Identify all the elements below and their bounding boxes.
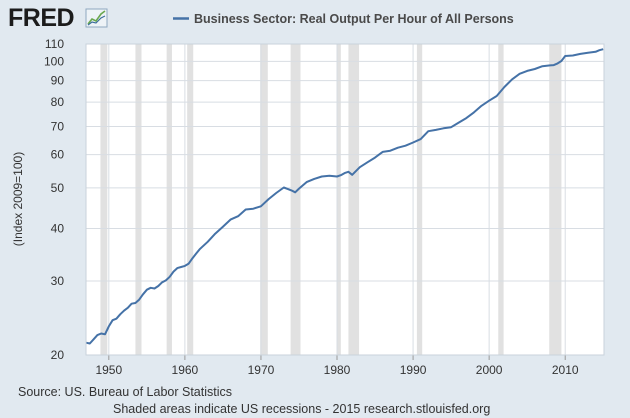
grid-lines (86, 43, 604, 356)
recession-note: Shaded areas indicate US recessions - 20… (113, 402, 490, 416)
plot-area (86, 44, 604, 355)
plot-border (85, 43, 605, 356)
x-tick-label: 1960 (172, 363, 199, 377)
y-tick-label: 50 (51, 181, 65, 195)
y-tick-label: 110 (45, 37, 64, 51)
recession-band (290, 44, 301, 355)
recession-band (348, 44, 360, 355)
chart-legend: Business Sector: Real Output Per Hour of… (173, 12, 514, 26)
y-axis-label: (Index 2009=100) (11, 152, 25, 246)
x-tick-label: 2000 (476, 363, 503, 377)
recession-band (416, 44, 423, 355)
y-tick-label: 60 (51, 148, 65, 162)
x-tick-label: 2010 (552, 363, 579, 377)
sparkline-chart-icon (85, 8, 108, 28)
recession-band (337, 44, 341, 355)
recession-band (260, 44, 268, 355)
x-tick-label: 1970 (248, 363, 275, 377)
recession-band (135, 44, 142, 355)
y-tick-label: 80 (51, 95, 65, 109)
y-axis: 20 30 40 50 60 70 80 90 100 110 (44, 37, 64, 362)
fred-logo[interactable]: FRED (8, 4, 75, 32)
y-tick-label: 30 (51, 274, 65, 288)
source-note: Source: US. Bureau of Labor Statistics (18, 385, 232, 399)
recession-shading (100, 44, 562, 355)
y-tick-label: 20 (51, 348, 65, 362)
series-layer (85, 48, 604, 345)
recession-band (187, 44, 194, 355)
legend-label: Business Sector: Real Output Per Hour of… (194, 12, 514, 26)
series-line (85, 48, 604, 345)
x-tick-label: 1980 (324, 363, 351, 377)
y-tick-label: 90 (51, 74, 65, 88)
y-tick-label: 100 (44, 54, 64, 68)
recession-band (549, 44, 562, 355)
x-tick-label: 1950 (95, 363, 122, 377)
recession-band (100, 44, 108, 355)
x-tick-label: 1990 (400, 363, 427, 377)
y-tick-label: 70 (51, 119, 65, 133)
x-axis: 1950 1960 1970 1980 1990 2000 2010 (95, 355, 579, 377)
recession-band (166, 44, 172, 355)
recession-band (498, 44, 504, 355)
y-tick-label: 40 (51, 222, 65, 236)
